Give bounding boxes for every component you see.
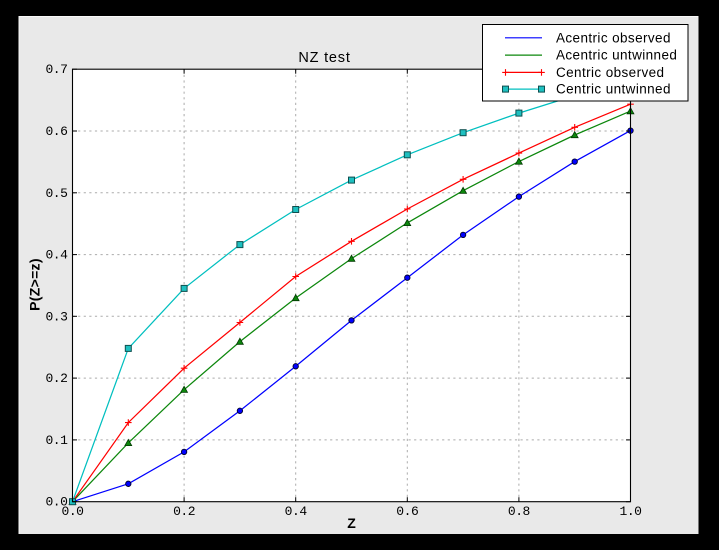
svg-text:0.2: 0.2 (173, 504, 195, 519)
svg-text:0.7: 0.7 (45, 62, 67, 77)
svg-text:Acentric observed: Acentric observed (556, 30, 671, 45)
svg-text:Acentric untwinned: Acentric untwinned (556, 48, 677, 63)
svg-text:Z: Z (347, 515, 356, 531)
svg-text:Centric observed: Centric observed (556, 65, 664, 80)
svg-text:0.4: 0.4 (285, 504, 308, 519)
svg-text:0.4: 0.4 (45, 248, 68, 263)
svg-text:0.0: 0.0 (45, 495, 67, 510)
svg-text:0.0: 0.0 (61, 504, 83, 519)
svg-text:0.2: 0.2 (45, 371, 67, 386)
svg-text:1.0: 1.0 (619, 504, 641, 519)
svg-text:0.1: 0.1 (45, 433, 68, 448)
svg-text:0.3: 0.3 (45, 309, 67, 324)
svg-text:P(Z>=z): P(Z>=z) (27, 258, 43, 311)
svg-text:Centric untwinned: Centric untwinned (556, 82, 671, 97)
svg-text:0.5: 0.5 (45, 186, 67, 201)
svg-text:NZ test: NZ test (298, 50, 350, 66)
svg-text:0.6: 0.6 (45, 124, 67, 139)
svg-text:0.8: 0.8 (508, 504, 530, 519)
svg-text:0.6: 0.6 (396, 504, 418, 519)
